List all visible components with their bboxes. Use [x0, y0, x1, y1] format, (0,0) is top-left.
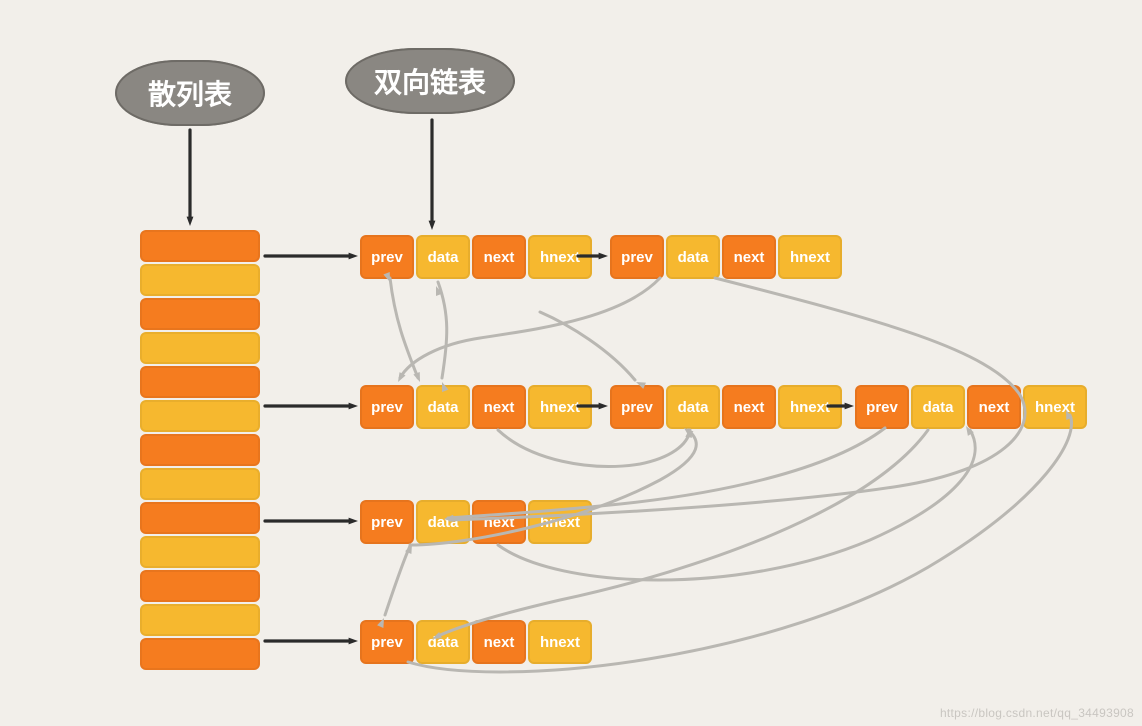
- hash-slot: [140, 604, 260, 636]
- hash-slot: [140, 468, 260, 500]
- hash-slot: [140, 230, 260, 262]
- node-cell-data: data: [911, 385, 965, 429]
- node-cell-next: next: [722, 385, 776, 429]
- node-cell-hnext: hnext: [528, 500, 592, 544]
- node-cell-hnext: hnext: [778, 235, 842, 279]
- node-cell-hnext: hnext: [778, 385, 842, 429]
- doubly-linked-list-label-bubble: 双向链表: [345, 48, 515, 114]
- node-cell-prev: prev: [360, 500, 414, 544]
- linked-list-node: prevdatanexthnext: [360, 620, 592, 664]
- node-cell-data: data: [666, 385, 720, 429]
- linked-list-node: prevdatanexthnext: [360, 385, 592, 429]
- hash-slot: [140, 366, 260, 398]
- node-cell-next: next: [472, 620, 526, 664]
- node-cell-next: next: [472, 500, 526, 544]
- node-cell-hnext: hnext: [528, 235, 592, 279]
- node-cell-hnext: hnext: [1023, 385, 1087, 429]
- node-cell-data: data: [416, 620, 470, 664]
- dll-pointer-arrow: [540, 312, 635, 380]
- node-cell-prev: prev: [855, 385, 909, 429]
- node-cell-hnext: hnext: [528, 385, 592, 429]
- hash-table-label: 散列表: [148, 73, 232, 113]
- dll-pointer-arrow: [390, 278, 418, 378]
- hash-slot: [140, 638, 260, 670]
- node-cell-next: next: [472, 385, 526, 429]
- dll-pointer-arrow: [438, 282, 447, 378]
- linked-list-node: prevdatanexthnext: [360, 235, 592, 279]
- node-cell-prev: prev: [360, 235, 414, 279]
- node-cell-data: data: [416, 235, 470, 279]
- node-cell-data: data: [416, 385, 470, 429]
- node-cell-next: next: [967, 385, 1021, 429]
- node-cell-data: data: [416, 500, 470, 544]
- hash-slot: [140, 434, 260, 466]
- node-cell-hnext: hnext: [528, 620, 592, 664]
- node-cell-next: next: [722, 235, 776, 279]
- node-cell-prev: prev: [360, 385, 414, 429]
- node-cell-data: data: [666, 235, 720, 279]
- hash-slot: [140, 332, 260, 364]
- hash-slot: [140, 400, 260, 432]
- linked-list-node: prevdatanexthnext: [360, 500, 592, 544]
- hash-slot: [140, 502, 260, 534]
- hash-slot: [140, 570, 260, 602]
- hash-table-label-bubble: 散列表: [115, 60, 265, 126]
- dll-pointer-arrow: [385, 546, 410, 615]
- watermark: https://blog.csdn.net/qq_34493908: [940, 706, 1134, 720]
- hash-slot: [140, 536, 260, 568]
- doubly-linked-list-label: 双向链表: [374, 61, 486, 101]
- node-cell-prev: prev: [610, 235, 664, 279]
- dll-pointer-arrow: [498, 430, 690, 466]
- hash-slot: [140, 298, 260, 330]
- linked-list-node: prevdatanexthnext: [855, 385, 1087, 429]
- dll-pointer-arrow: [400, 278, 660, 378]
- linked-list-node: prevdatanexthnext: [610, 235, 842, 279]
- node-cell-prev: prev: [360, 620, 414, 664]
- hash-slot: [140, 264, 260, 296]
- node-cell-next: next: [472, 235, 526, 279]
- node-cell-prev: prev: [610, 385, 664, 429]
- linked-list-node: prevdatanexthnext: [610, 385, 842, 429]
